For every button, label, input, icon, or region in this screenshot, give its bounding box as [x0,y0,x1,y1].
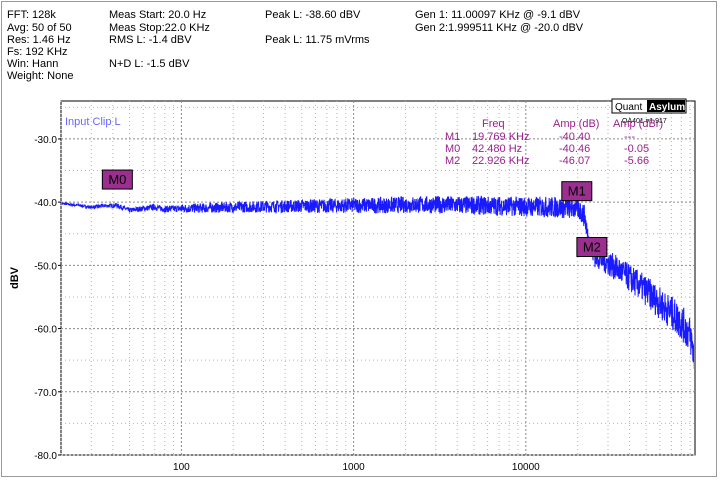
marker-table-cell: 22.926 KHz [472,155,529,167]
y-tick-label: -40.0 [34,198,57,209]
logo-brand-left: Quant [615,102,642,113]
marker-table-cell: -5.66 [624,155,649,167]
fft-size-readout: FFT: 128k [7,9,56,21]
y-tick-label: -30.0 [34,135,57,146]
marker-flag-m2 [576,237,608,258]
generator-2-readout: Gen 2:1.999511 KHz @ -20.0 dBV [415,22,584,34]
peak-dbv-readout: Peak L: -38.60 dBV [265,9,361,21]
marker-table-cell: 42.480 Hz [472,143,522,155]
averaging-readout: Avg: 50 of 50 [7,22,72,34]
marker-table-cell: -46.07 [559,155,590,167]
marker-table-cell: 19.769 KHz [472,131,529,143]
axis-layer: -30.0 -40.0 -50.0 -60.0 -70.0 -80.0 100 1000 100… [34,135,540,473]
x-tick-label: 10000 [512,462,540,473]
marker-table-cell: --- [624,131,635,143]
peak-mvrms-readout: Peak L: 11.75 mVrms [265,34,370,46]
y-tick-label: -60.0 [34,325,57,336]
marker-flag-m1 [561,181,593,202]
marker-table-cell: M2 [445,155,460,167]
y-tick-label: -50.0 [34,261,57,272]
x-tick-label: 1000 [342,462,365,473]
resolution-readout: Res: 1.46 Hz [7,34,71,46]
y-tick-label: -70.0 [34,388,57,399]
weighting-readout: Weight: None [7,70,74,82]
x-tick-label: 100 [173,462,190,473]
marker-layer: M0 M1 M2 [101,169,608,258]
marker-table-header: Amp (dB) [553,118,599,130]
grid-layer [60,101,695,456]
sample-rate-readout: Fs: 192 KHz [7,46,68,58]
marker-table-cell: M0 [445,143,460,155]
meas-stop-readout: Meas Stop:22.0 KHz [109,22,210,34]
marker-flag-m0 [101,169,133,190]
marker-label-m0: M0 [108,172,126,187]
quantasylum-logo: Quant Asylum QA401 v1.917 [611,98,687,125]
marker-table: Freq Amp (dB) Amp (dBr)M1 19.769 KHz -40.40-… [445,118,663,167]
marker-table-cell: -40.40 [559,131,590,143]
y-tick-label: -80.0 [34,451,57,462]
marker-label-m1: M1 [568,184,586,199]
generator-1-readout: Gen 1: 11.00097 KHz @ -9.1 dBV [415,9,581,21]
meas-start-readout: Meas Start: 20.0 Hz [109,9,207,21]
marker-label-m2: M2 [583,240,601,255]
marker-table-cell: -40.46 [559,143,590,155]
rms-readout: RMS L: -1.4 dBV [109,34,192,46]
marker-table-header: Amp (dBr) [613,118,663,130]
marker-table-cell: M1 [445,131,460,143]
marker-table-header: Freq [482,118,505,130]
series-label: Input Clip L [65,116,121,128]
marker-table-cell: -0.05 [624,143,649,155]
plot-area[interactable] [60,100,696,456]
noise-distortion-readout: N+D L: -1.5 dBV [109,58,190,70]
y-axis-title: dBV [9,266,21,289]
logo-brand-right: Asylum [649,102,685,113]
window-readout: Win: Hann [7,58,59,70]
logo-version: QA401 v1.917 [622,118,667,125]
